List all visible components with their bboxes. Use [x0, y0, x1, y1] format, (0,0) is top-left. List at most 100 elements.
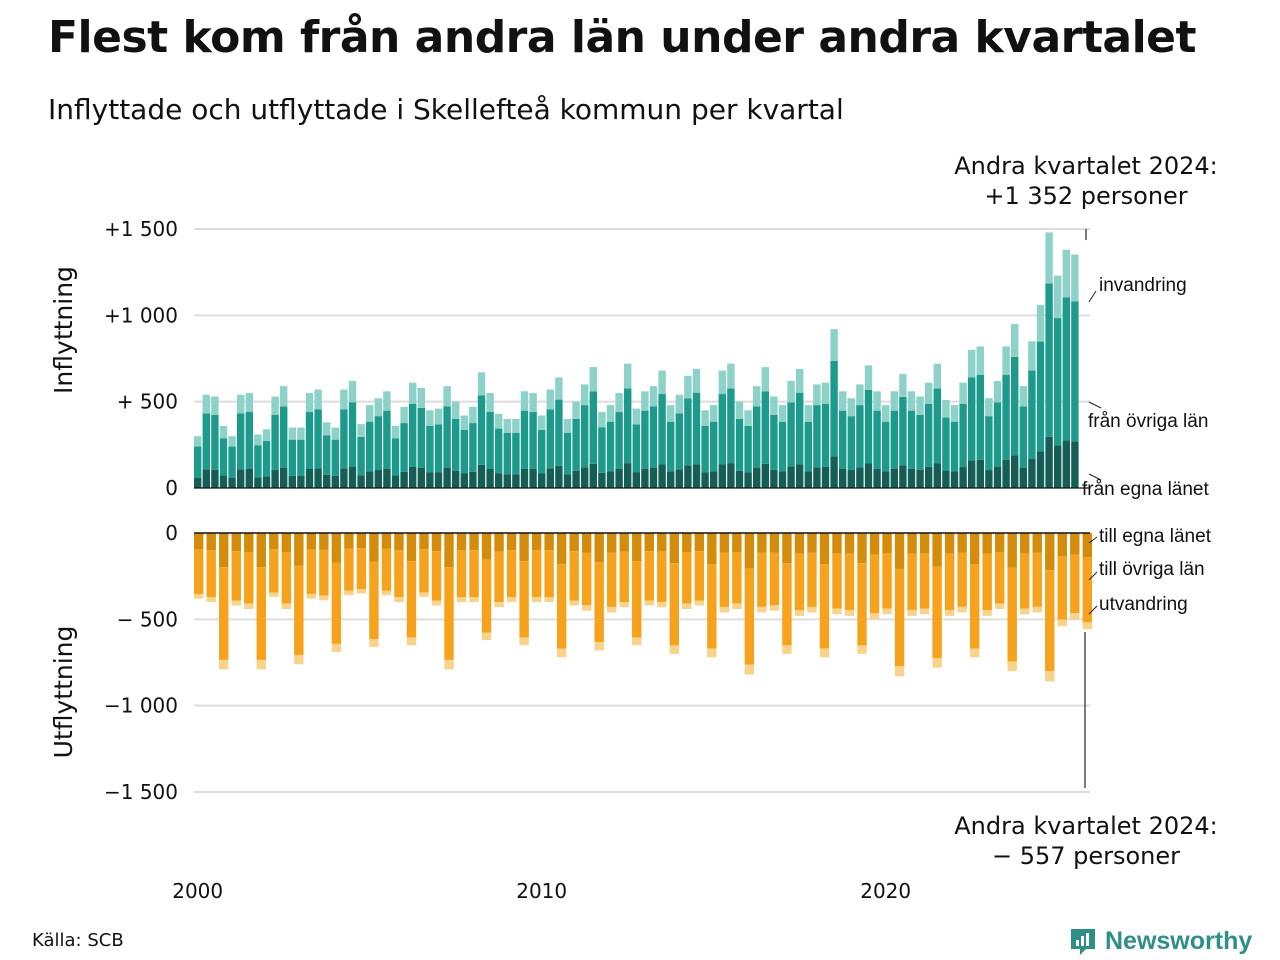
inflow-bar-segment — [856, 467, 864, 488]
x-tick-labels: 2000 2010 2020 — [172, 879, 911, 903]
outflow-bar-segment — [194, 593, 204, 599]
label-emigration: utvandring — [1099, 594, 1188, 615]
outflow-bar-segment — [331, 643, 342, 653]
inflow-bar-segment — [907, 468, 916, 488]
inflow-bar-segment — [692, 464, 701, 488]
inflow-bar-segment — [426, 425, 434, 473]
inflow-bar-segment — [254, 445, 262, 478]
outflow-bar-segment — [1057, 556, 1067, 620]
outflow-bar-segment — [519, 533, 529, 562]
inflow-bar-segment — [1045, 283, 1053, 437]
inflow-bar-segment — [460, 415, 468, 430]
outflow-bar-segment — [669, 645, 679, 654]
outflow-bar-segment — [494, 551, 504, 603]
inflow-bar-segment — [495, 428, 503, 474]
outflow-bar-segment — [1032, 606, 1042, 613]
outflow-bar-segment — [256, 533, 266, 568]
inflow-bar-segment — [228, 446, 236, 478]
inflow-bar-segment — [925, 466, 933, 488]
inflow-bar-segment — [770, 469, 778, 488]
outflow-bar-segment — [882, 533, 892, 554]
inflow-bar-segment — [873, 468, 881, 488]
x-tick-label: 2010 — [516, 879, 567, 903]
outflow-bar-segment — [1070, 533, 1080, 555]
inflow-bar-segment — [684, 465, 692, 488]
inflow-bar-segment — [692, 368, 701, 393]
outflow-bar-segment — [369, 561, 379, 640]
inflow-bar-segment — [985, 470, 993, 488]
outflow-bar-segment — [219, 567, 229, 660]
outflow-bar-segment — [1045, 671, 1055, 682]
brand-name: Newsworthy — [1105, 926, 1253, 955]
inflow-bar-segment — [770, 414, 778, 470]
inflow-bar-segment — [675, 469, 683, 488]
outflow-bar-segment — [306, 593, 317, 599]
outflow-bar-segment — [807, 533, 817, 553]
outflow-bar-segment — [719, 552, 730, 607]
outflow-bar-segment — [231, 533, 241, 552]
inflow-bar-segment — [529, 469, 537, 488]
inflow-bar-segment — [667, 471, 675, 488]
inflow-bar-segment — [572, 418, 580, 471]
leader-own-county-out — [1088, 536, 1098, 544]
outflow-bar-segment — [406, 561, 417, 638]
inflow-bar-segment — [873, 410, 881, 469]
outflow-bar-segment — [869, 533, 880, 555]
inflow-bar-segment — [667, 405, 675, 422]
outflow-bar-segment — [719, 606, 730, 613]
outflow-bar-segment — [707, 533, 717, 565]
inflow-bar-segment — [538, 415, 546, 430]
outflow-bar-segment — [832, 533, 842, 554]
outflow-bar-segment — [982, 610, 992, 616]
inflow-bar-segment — [761, 463, 769, 488]
inflow-bar-segment — [409, 403, 417, 467]
outflow-bar-segment — [1082, 622, 1092, 630]
inflow-bar-segment — [219, 425, 228, 439]
inflow-bar-segment — [890, 391, 898, 411]
inflow-bar-segment — [323, 435, 331, 475]
inflow-bar-segment — [254, 477, 262, 488]
inflow-bar-segment — [383, 410, 391, 469]
outflow-bar-segment — [569, 533, 579, 552]
inflow-bar-segment — [813, 405, 821, 468]
inflow-bar-segment — [503, 418, 511, 433]
inflow-bar-segment — [804, 405, 812, 422]
inflow-bar-segment — [899, 396, 907, 466]
inflow-bar-segment — [710, 471, 718, 488]
outflow-bar-segment — [431, 551, 442, 601]
inflow-bar-segment — [563, 432, 572, 475]
inflow-bar-segment — [624, 388, 632, 464]
inflow-bar-segment — [701, 425, 709, 473]
inflow-bar-segment — [546, 409, 554, 469]
inflow-bar-segment — [675, 394, 683, 414]
inflow-bar-segment — [796, 392, 804, 465]
inflow-bar-segment — [753, 386, 761, 407]
inflow-bar-segment — [1019, 467, 1027, 488]
outflow-bar-segment — [794, 533, 805, 554]
outflow-bar-segment — [319, 549, 329, 596]
inflow-bar-segment — [546, 389, 554, 410]
outflow-bar-segment — [957, 606, 967, 613]
inflow-bar-segment — [512, 418, 520, 433]
inflow-bar-segment — [245, 469, 253, 488]
inflow-bar-segment — [538, 473, 546, 488]
inflow-bar-segment — [830, 360, 838, 457]
inflow-bar-segment — [245, 412, 253, 470]
inflow-bar-segment — [340, 468, 348, 488]
inflow-bar-segment — [598, 472, 606, 488]
inflow-bar-segment — [839, 468, 847, 488]
inflow-bar-segment — [615, 412, 623, 470]
bottom-annotation-line1: Andra kvartalet 2024: — [954, 812, 1218, 840]
outflow-bar-segment — [369, 533, 379, 562]
outflow-bar-segment — [932, 533, 942, 567]
inflow-bar-segment — [778, 471, 787, 488]
outflow-bar-segment — [707, 564, 717, 649]
gridlines — [194, 228, 1090, 793]
outflow-bar-segment — [406, 637, 417, 646]
inflow-bar-segment — [297, 439, 305, 476]
outflow-bar-segment — [644, 533, 654, 552]
outflow-bar-segment — [1070, 613, 1080, 620]
inflow-bar-segment — [443, 406, 451, 468]
inflow-bar-segment — [434, 424, 443, 473]
outflow-bar-segment — [1020, 553, 1030, 609]
